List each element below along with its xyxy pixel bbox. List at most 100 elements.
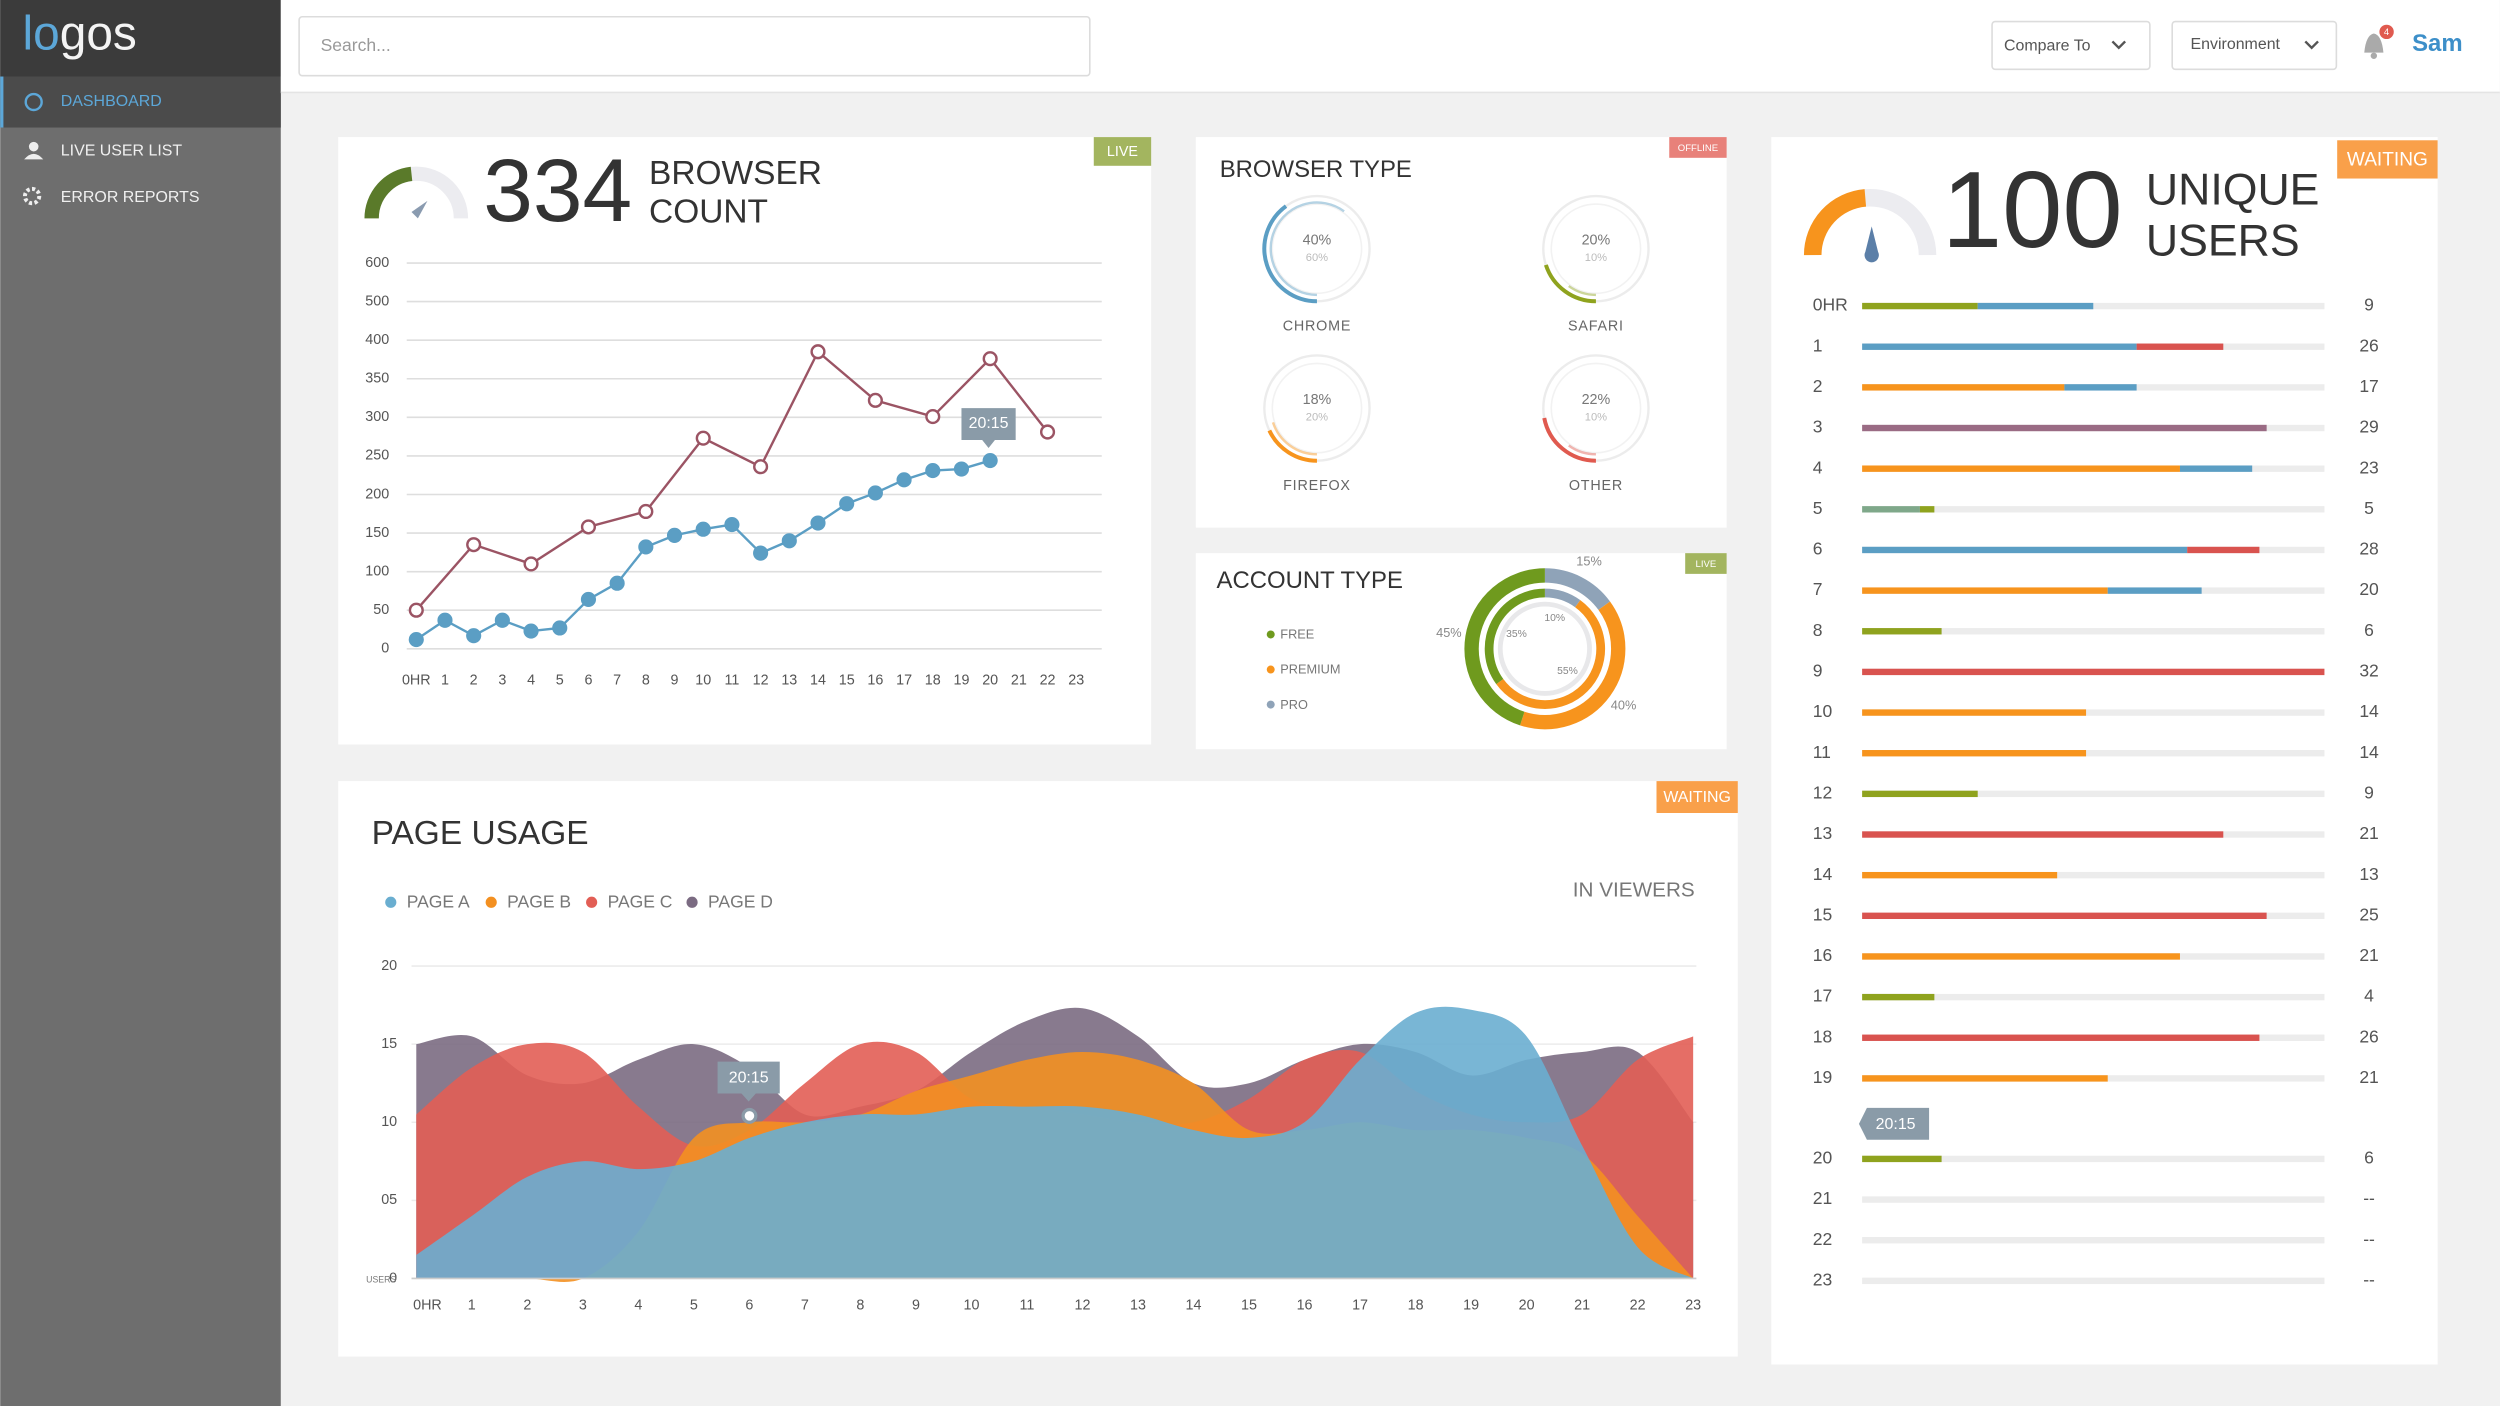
count: 100: [1942, 149, 2123, 270]
tooltip-point: [741, 1107, 758, 1124]
x-tick-label: 14: [1186, 1297, 1202, 1313]
user-name[interactable]: Sam: [2412, 30, 2463, 57]
bar-track: [1862, 1196, 2325, 1203]
x-tick-label: 21: [1574, 1297, 1590, 1313]
x-tick-label: 8: [642, 672, 650, 688]
x-tick-label: 0HR: [413, 1297, 442, 1313]
badge-text: LIVE: [1107, 144, 1138, 160]
bar-track: [1862, 1277, 2325, 1285]
data-point: [867, 392, 883, 408]
nav-active[interactable]: [0, 76, 281, 128]
x-tick-label: 1: [441, 672, 449, 688]
data-point: [953, 461, 970, 477]
bar-segment: [1862, 709, 2087, 716]
gauge-arc: [1267, 429, 1318, 463]
row-total: 6: [2364, 620, 2374, 640]
gauge-arc-secondary: [1568, 285, 1596, 297]
x-tick-label: 12: [1075, 1297, 1091, 1313]
y-tick-label: 500: [365, 293, 389, 309]
hour-label: 11: [1813, 742, 1831, 762]
x-tick-label: 3: [579, 1297, 587, 1313]
row-total: 5: [2364, 498, 2374, 518]
legend-label: PAGE A: [407, 892, 470, 912]
x-tick-label: 18: [925, 672, 941, 688]
x-tick-label: 15: [839, 672, 855, 688]
data-point: [753, 545, 769, 561]
gauge-name: CHROME: [1283, 319, 1351, 335]
gauge-inner-track: [1271, 362, 1363, 454]
gauge-arc: [1543, 264, 1596, 304]
hour-label: 12: [1813, 782, 1832, 802]
hour-label: 16: [1813, 945, 1832, 965]
bar-segment: [2187, 546, 2260, 554]
x-tick-label: 10: [695, 672, 711, 688]
hour-label: 18: [1813, 1026, 1832, 1046]
hour-label: 7: [1813, 579, 1823, 599]
gauge-arc-secondary: [1271, 421, 1317, 456]
donut-label: 55%: [1557, 666, 1578, 677]
x-tick-label: 10: [963, 1297, 979, 1313]
donut-label: 35%: [1506, 629, 1527, 640]
row-total: 23: [2359, 457, 2378, 477]
hour-label: 0HR: [1813, 295, 1848, 315]
hour-label: 8: [1813, 620, 1823, 640]
data-point: [523, 623, 539, 639]
bell-icon: [2370, 52, 2378, 59]
hour-label: 14: [1813, 864, 1833, 884]
bar-segment: [1862, 546, 2188, 554]
legend-label: PAGE B: [507, 892, 571, 912]
compare-button[interactable]: [1991, 20, 2151, 71]
row-total: 13: [2359, 864, 2378, 884]
chevron: [2304, 40, 2319, 50]
y-tick-label: 50: [373, 602, 389, 618]
nav-item[interactable]: ERROR REPORTS: [61, 189, 200, 206]
row-total: 25: [2359, 904, 2378, 924]
donut-track: [1497, 601, 1592, 696]
bar-track: [1862, 709, 2325, 716]
legend-dot: [1266, 665, 1275, 674]
bar-segment: [1862, 465, 2180, 472]
bell-icon[interactable]: [2364, 33, 2384, 53]
legend-label: FREE: [1280, 627, 1314, 642]
donut-label: 15%: [1576, 554, 1602, 569]
donut-segment: [1496, 600, 1606, 709]
badge-text: WAITING: [1663, 789, 1731, 806]
data-point: [408, 602, 424, 618]
row-total: 9: [2364, 782, 2374, 802]
data-point: [925, 463, 941, 479]
gauge-secondary: 20%: [1306, 412, 1328, 424]
donut-segment: [1544, 568, 1611, 611]
bar-segment: [1862, 668, 2325, 676]
unique-users-bars: 0HR 9 1 26 2 17 3 29 4 23 5 5 6 28 7 20 8 6 9 32 10 14 11 14 12 9…: [1813, 295, 2379, 1290]
account-type-donut: FREE PREMIUM PRO 15% 40% 45% 10% 55% 35%: [1266, 554, 1636, 730]
row-total: 17: [2359, 376, 2378, 396]
gauge-secondary: 10%: [1585, 252, 1607, 264]
gauge-needle: [411, 200, 428, 219]
badge: [1093, 137, 1152, 166]
count: 334: [483, 140, 632, 240]
row-total: 9: [2364, 295, 2374, 315]
data-point: [1039, 424, 1056, 440]
nav-item[interactable]: DASHBOARD: [61, 93, 162, 110]
bar-segment: [1862, 587, 2108, 594]
hour-label: 15: [1813, 904, 1832, 924]
bar-segment: [1862, 343, 2137, 350]
hour-label: 19: [1813, 1067, 1832, 1087]
x-tick-label: 22: [1630, 1297, 1646, 1313]
x-tick-label: 22: [1040, 672, 1056, 688]
browser-type-gauges: 40% 60% CHROME 20% 10% SAFARI 18% 20% FIREFOX 22%…: [1262, 194, 1650, 494]
gauge-inner-track: [1550, 362, 1642, 454]
hour-label: 17: [1813, 986, 1832, 1006]
x-tick-label: 3: [498, 672, 506, 688]
badge: [1685, 553, 1727, 574]
gauge-value: 18%: [1303, 392, 1332, 408]
search-box[interactable]: [298, 15, 1091, 77]
data-point: [695, 521, 711, 537]
x-tick-label: 13: [1130, 1297, 1146, 1313]
gauge-inner-track: [1271, 203, 1363, 295]
row-total: 32: [2359, 661, 2378, 681]
y-tick-label: 0: [389, 1270, 397, 1286]
nav-item[interactable]: LIVE USER LIST: [61, 143, 183, 160]
environment-button[interactable]: [2171, 20, 2338, 71]
